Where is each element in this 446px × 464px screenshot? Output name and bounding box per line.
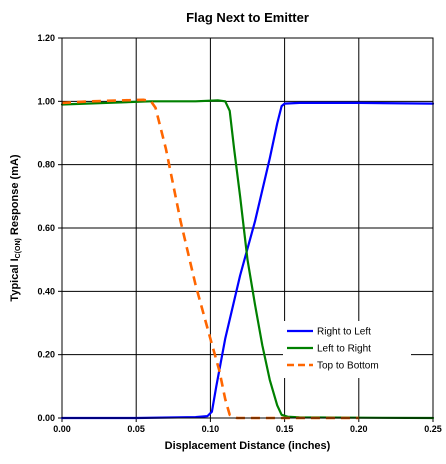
x-tick-label: 0.15 (276, 424, 294, 434)
y-tick-label: 0.20 (37, 350, 55, 360)
legend-label: Right to Left (317, 327, 371, 338)
y-tick-label: 1.20 (37, 33, 55, 43)
y-tick-label: 0.80 (37, 160, 55, 170)
x-tick-label: 0.05 (127, 424, 145, 434)
x-axis-label: Displacement Distance (inches) (165, 440, 331, 452)
x-tick-label: 0.25 (424, 424, 442, 434)
y-axis-label-subscript: C(ON) (15, 238, 22, 258)
y-tick-label: 1.00 (37, 96, 55, 106)
legend-label: Left to Right (317, 344, 371, 355)
series-line-right-to-left (60, 101, 435, 420)
chart-title: Flag Next to Emitter (186, 10, 309, 25)
y-tick-label: 0.60 (37, 223, 55, 233)
x-tick-label: 0.00 (53, 424, 71, 434)
legend: Right to Left Left to Right Top to Bottom (283, 321, 411, 378)
y-tick-label: 0.00 (37, 413, 55, 423)
y-axis-label-suffix: Response (mA) (9, 154, 21, 238)
plot-border (61, 37, 434, 419)
x-tick-label: 0.20 (350, 424, 368, 434)
y-axis-ticks: 0.00 0.20 0.40 0.60 0.80 1.00 1.20 (37, 33, 62, 423)
y-axis-label-prefix: Typical I (9, 258, 21, 301)
legend-label: Top to Bottom (317, 361, 379, 372)
y-axis-label: Typical IC(ON) Response (mA) (9, 154, 22, 301)
y-tick-label: 0.40 (37, 286, 55, 296)
x-tick-label: 0.10 (202, 424, 220, 434)
x-axis-ticks: 0.00 0.05 0.10 0.15 0.20 0.25 (53, 418, 442, 434)
